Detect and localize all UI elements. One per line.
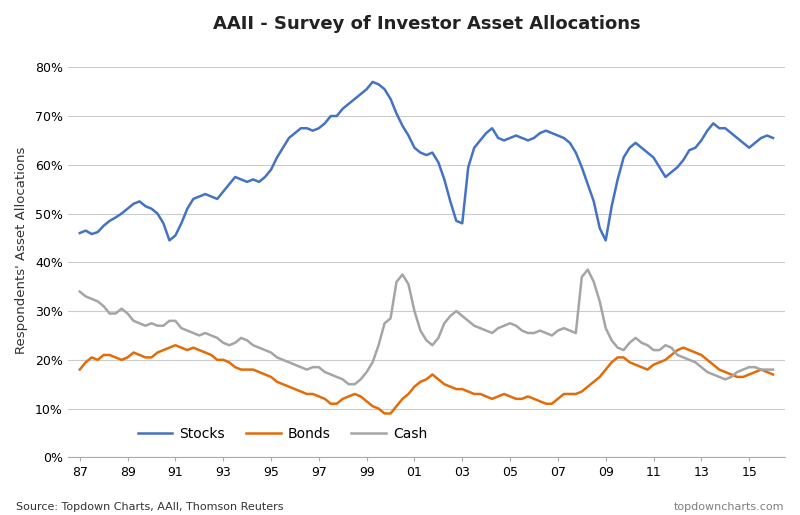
Line: Bonds: Bonds	[80, 345, 773, 414]
Stocks	[213, 196, 222, 202]
Stocks	[224, 181, 234, 187]
Cash	[732, 369, 742, 375]
Bonds	[732, 374, 742, 380]
Bonds	[266, 374, 276, 380]
Cash	[236, 335, 246, 341]
Stocks	[398, 123, 407, 129]
Stocks	[768, 135, 778, 141]
Title: AAII - Survey of Investor Asset Allocations: AAII - Survey of Investor Asset Allocati…	[213, 15, 640, 33]
Text: Source: Topdown Charts, AAll, Thomson Reuters: Source: Topdown Charts, AAll, Thomson Re…	[16, 503, 283, 512]
Y-axis label: Respondents' Asset Allocations: Respondents' Asset Allocations	[15, 146, 28, 354]
Line: Cash: Cash	[80, 270, 773, 384]
Bonds	[768, 371, 778, 377]
Cash	[206, 332, 216, 338]
Bonds	[242, 367, 252, 373]
Bonds	[170, 342, 180, 348]
Cash	[583, 267, 593, 273]
Cash	[768, 367, 778, 373]
Bonds	[398, 396, 407, 402]
Line: Stocks: Stocks	[80, 82, 773, 241]
Stocks	[165, 237, 174, 244]
Stocks	[75, 230, 85, 236]
Bonds	[224, 359, 234, 365]
Cash	[344, 381, 354, 387]
Cash	[218, 340, 228, 346]
Stocks	[242, 179, 252, 185]
Stocks	[368, 79, 378, 85]
Text: topdowncharts.com: topdowncharts.com	[674, 503, 784, 512]
Stocks	[732, 135, 742, 141]
Bonds	[380, 410, 390, 417]
Stocks	[266, 166, 276, 173]
Legend: Stocks, Bonds, Cash: Stocks, Bonds, Cash	[132, 421, 433, 447]
Cash	[75, 288, 85, 295]
Bonds	[75, 367, 85, 373]
Cash	[392, 279, 402, 285]
Bonds	[213, 357, 222, 363]
Cash	[260, 347, 270, 353]
